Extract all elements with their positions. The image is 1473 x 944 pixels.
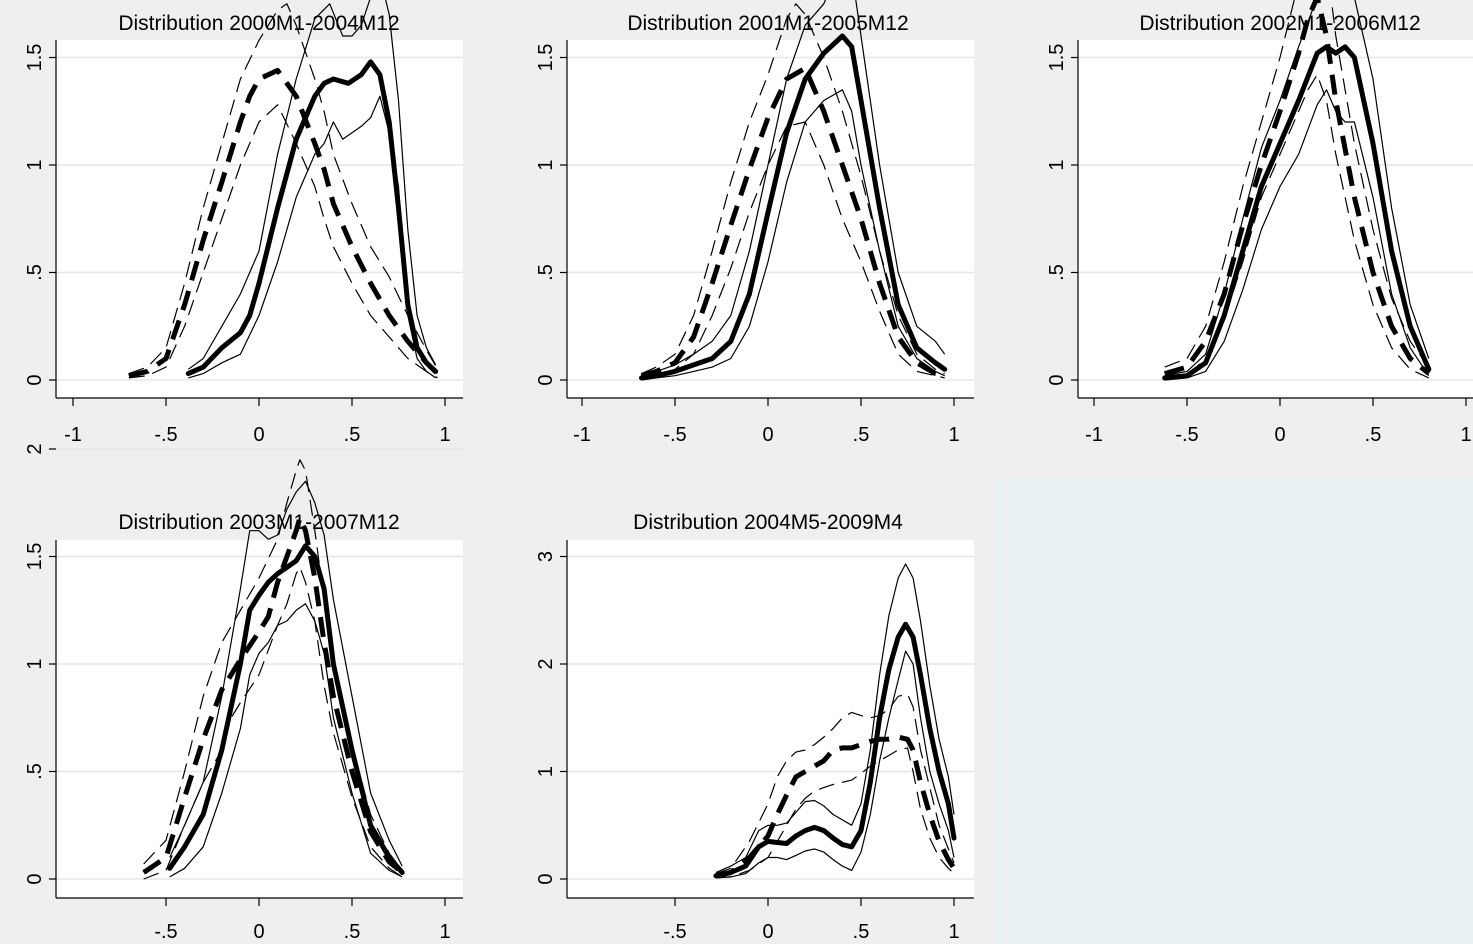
x-tick-label: .5 [344, 921, 361, 943]
y-tick-label: .5 [1046, 264, 1068, 281]
y-tick-label: 2 [535, 658, 557, 669]
x-tick-label: -.5 [154, 921, 177, 943]
series-line-4 [128, 67, 440, 379]
x-tick-label: .5 [344, 424, 361, 446]
series-line-5 [1164, 0, 1430, 368]
chart-panel-5: 0 1 2 3 -.5 0 .5 1 Distribution 2004M5-2009M4 [535, 511, 974, 943]
plot-area [567, 40, 974, 398]
x-tick-label: -.5 [663, 921, 686, 943]
series-line-1 [1162, 44, 1432, 381]
chart-panel-4: 0 .5 1 1.5 2 -.5 0 .5 1 Distribution 2003M1-2007M… [24, 443, 463, 943]
plot-area [567, 540, 974, 898]
y-tick-label: .5 [24, 264, 46, 281]
series-line-3 [188, 95, 437, 379]
x-tick-label: 1 [948, 921, 959, 943]
x-tick-label: 1 [948, 424, 959, 446]
chart-title: Distribution 2004M5-2009M4 [633, 511, 903, 534]
y-tick-label: 1.5 [24, 543, 46, 571]
x-tick-label: -.5 [154, 424, 177, 446]
series-line-6 [1164, 74, 1430, 381]
x-tick-label: 1 [1460, 424, 1471, 446]
x-tick-label: .5 [853, 921, 870, 943]
x-tick-label: 1 [439, 424, 450, 446]
chart-title: Distribution 2000M1-2004M12 [118, 12, 399, 35]
y-tick-label: 1.5 [1046, 44, 1068, 72]
y-tick-label: 1.5 [535, 44, 557, 72]
series-line-2 [187, 0, 437, 370]
x-tick-label: -1 [573, 424, 591, 446]
chart-title: Distribution 2003M1-2007M12 [118, 511, 399, 534]
y-tick-label: 0 [535, 873, 557, 884]
y-tick-label: .5 [535, 264, 557, 281]
plot-area [56, 540, 463, 898]
series-line-5 [143, 459, 403, 871]
y-tick-label: 1 [535, 766, 557, 777]
y-tick-label: 1.5 [24, 44, 46, 72]
series-line-3 [715, 650, 955, 879]
chart-title: Distribution 2001M1-2005M12 [627, 12, 908, 35]
series-line-2 [1164, 0, 1430, 377]
chart-title: Distribution 2002M1-2006M12 [1139, 12, 1420, 35]
y-tick-label: 2 [24, 443, 46, 454]
series-line-4 [640, 65, 946, 379]
series-line-5 [128, 3, 439, 375]
series-line-5 [715, 693, 955, 875]
y-tick-label: 0 [1046, 374, 1068, 385]
plot-area [56, 40, 463, 398]
y-tick-label: 1 [535, 159, 557, 170]
y-tick-label: 1 [1046, 159, 1068, 170]
series-line-1 [639, 33, 948, 381]
series-line-1 [713, 621, 957, 879]
series-line-2 [715, 563, 955, 874]
y-tick-label: 0 [535, 374, 557, 385]
plot-area [1078, 40, 1473, 398]
series-line-6 [143, 566, 403, 880]
series-line-6 [715, 747, 955, 879]
x-tick-label: 1 [439, 921, 450, 943]
series-line-4 [1164, 0, 1431, 377]
x-tick-label: -1 [1085, 424, 1103, 446]
x-tick-label: .5 [853, 424, 870, 446]
x-tick-label: 0 [253, 921, 264, 943]
x-tick-label: -1 [64, 424, 82, 446]
empty-panel [997, 478, 1473, 944]
y-tick-label: 3 [535, 551, 557, 562]
series-line-3 [1164, 89, 1430, 381]
y-tick-label: 1 [24, 159, 46, 170]
x-tick-label: .5 [1365, 424, 1382, 446]
x-tick-label: 0 [253, 424, 264, 446]
series-line-4 [142, 515, 404, 875]
series-line-6 [641, 121, 945, 379]
x-tick-label: -.5 [1175, 424, 1198, 446]
x-tick-label: -.5 [663, 424, 686, 446]
x-tick-label: 0 [1274, 424, 1285, 446]
x-tick-label: 0 [762, 424, 773, 446]
x-tick-label: 0 [762, 921, 773, 943]
y-tick-label: 0 [24, 873, 46, 884]
y-tick-label: .5 [24, 763, 46, 780]
series-line-4 [715, 734, 957, 879]
series-line-3 [169, 603, 403, 878]
y-tick-label: 1 [24, 658, 46, 669]
series-line-5 [641, 3, 945, 375]
y-tick-label: 0 [24, 374, 46, 385]
series-line-6 [128, 104, 438, 379]
